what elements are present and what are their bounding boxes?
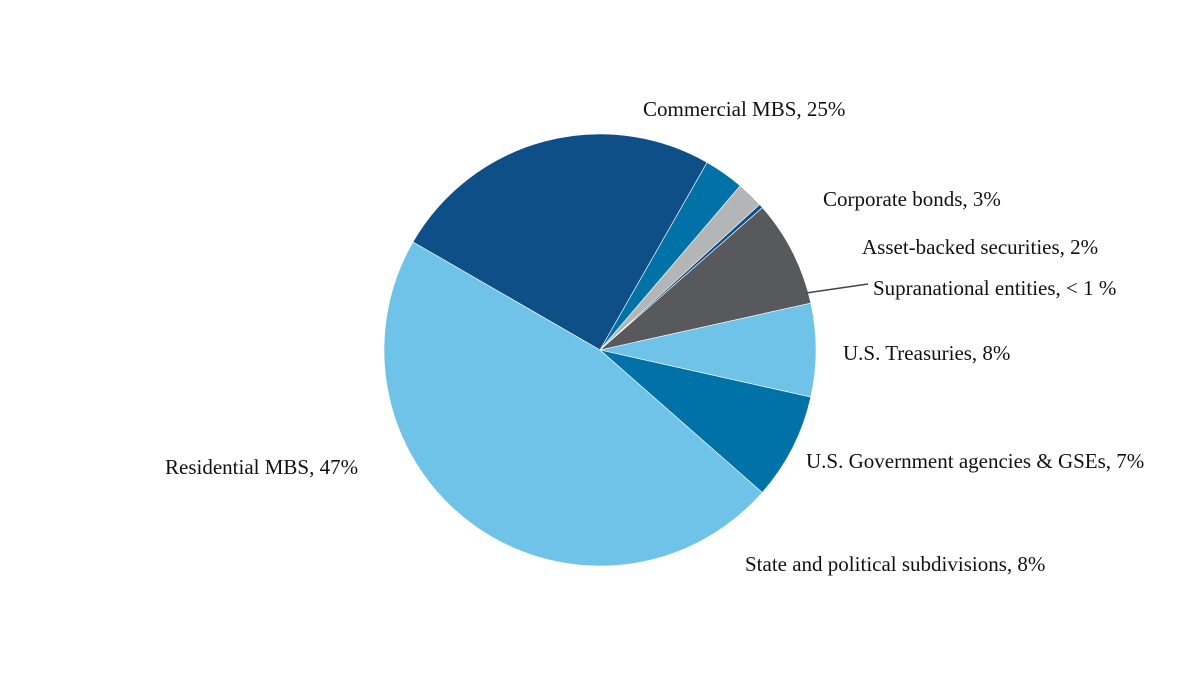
label-supranational-entities: Supranational entities, < 1 % xyxy=(873,276,1116,300)
label-state-political-subdivisions: State and political subdivisions, 8% xyxy=(745,552,1045,576)
slice-residential-mbs xyxy=(383,241,763,567)
slice-u-s-treasuries xyxy=(599,207,812,351)
label-residential-mbs: Residential MBS, 47% xyxy=(165,455,358,479)
slice-commercial-mbs xyxy=(412,133,708,351)
slice-state-and-political-subdivisions xyxy=(599,349,812,494)
label-us-treasuries: U.S. Treasuries, 8% xyxy=(843,341,1010,365)
label-us-government-agencies: U.S. Government agencies & GSEs, 7% xyxy=(806,449,1144,473)
label-asset-backed-securities: Asset-backed securities, 2% xyxy=(862,235,1098,259)
label-corporate-bonds: Corporate bonds, 3% xyxy=(823,187,1001,211)
supranational-leader-line xyxy=(805,283,869,294)
pie-slices xyxy=(383,133,817,567)
label-commercial-mbs: Commercial MBS, 25% xyxy=(643,97,845,121)
